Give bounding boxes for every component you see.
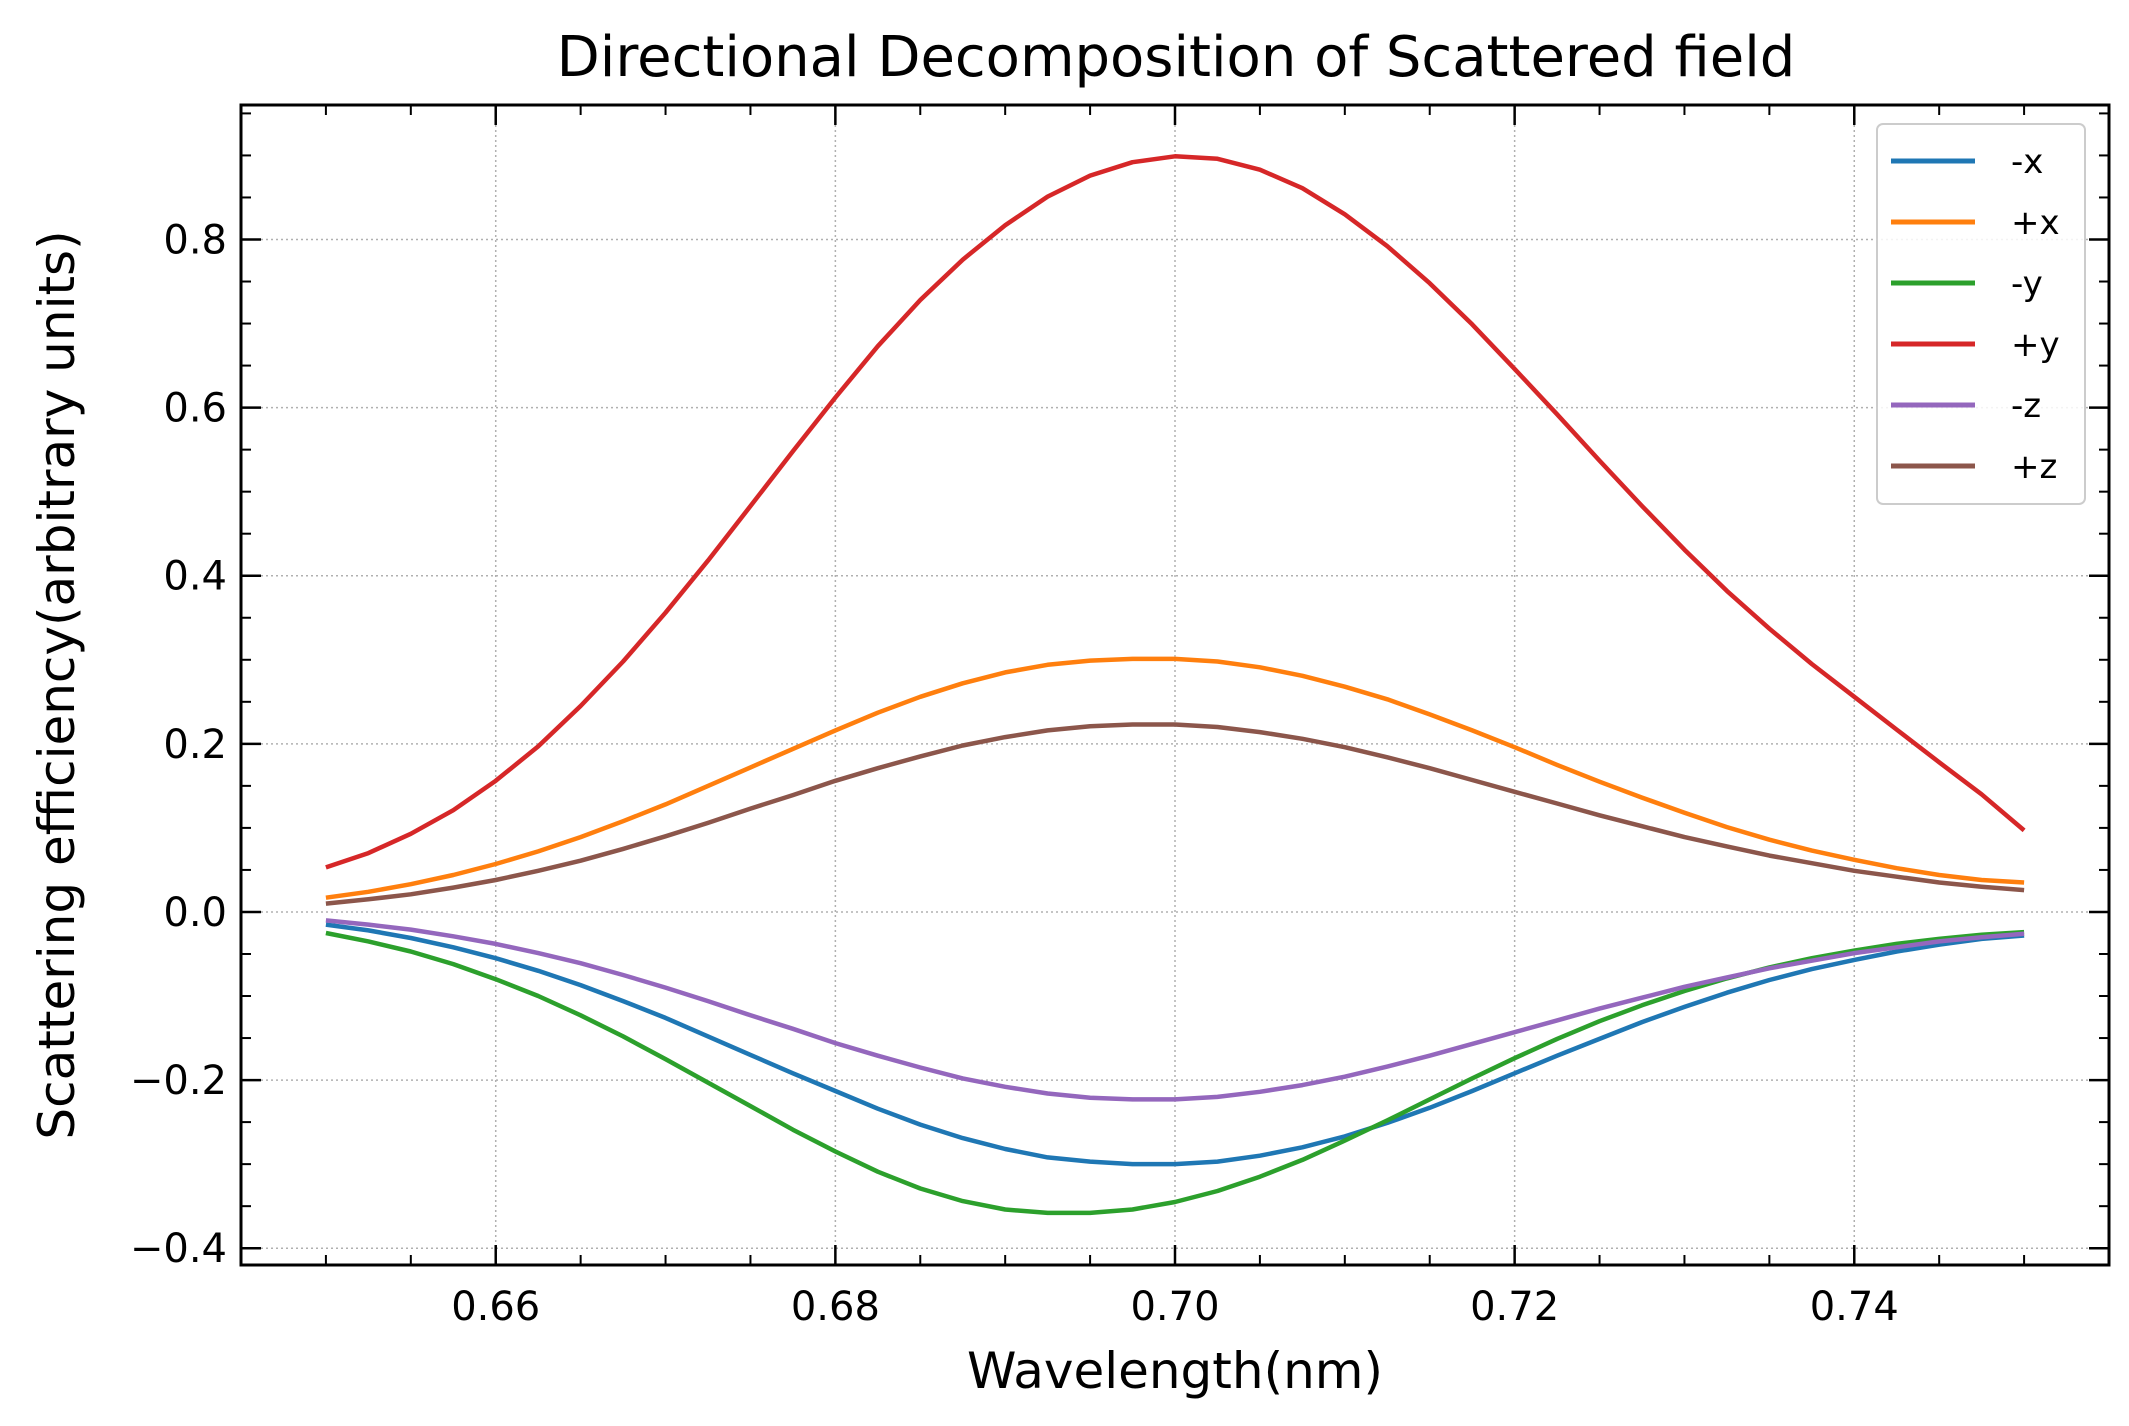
legend-label: +x xyxy=(2011,203,2060,243)
series-line-0 xyxy=(325,922,2025,1167)
y-tick-label: −0.4 xyxy=(130,1226,227,1272)
legend-label: +y xyxy=(2011,325,2060,365)
chart-title: Directional Decomposition of Scattered f… xyxy=(557,25,1796,90)
y-tick-label: 0.4 xyxy=(163,554,227,600)
axis-ticks xyxy=(241,105,2109,1265)
legend-label: +z xyxy=(2011,447,2057,487)
legend-label: -y xyxy=(2011,264,2043,304)
x-tick-label: 0.68 xyxy=(791,1284,880,1330)
x-tick-label: 0.66 xyxy=(451,1284,540,1330)
legend: -x +x -y +y -z +z xyxy=(1876,123,2086,505)
x-axis-label: Wavelength(nm) xyxy=(967,1342,1383,1400)
legend-label: -z xyxy=(2011,386,2041,426)
x-tick-label: 0.70 xyxy=(1130,1284,1219,1330)
tick-labels: 0.66 0.68 0.70 0.72 0.74 −0.4 −0.2 0.0 0.2 0.4 0.6… xyxy=(130,217,1899,1330)
series-line-4 xyxy=(325,918,2025,1102)
y-tick-label: 0.6 xyxy=(163,386,227,432)
y-tick-label: 0.8 xyxy=(163,217,227,263)
series-line-1 xyxy=(325,656,2025,900)
y-axis-label: Scattering efficiency(arbitrary units) xyxy=(28,230,86,1139)
grid xyxy=(241,105,2109,1265)
y-tick-label: −0.2 xyxy=(130,1058,227,1104)
legend-label: -x xyxy=(2011,142,2043,182)
x-tick-label: 0.72 xyxy=(1470,1284,1559,1330)
y-tick-label: 0.2 xyxy=(163,722,227,768)
series-lines xyxy=(325,154,2026,1216)
series-line-5 xyxy=(325,722,2025,906)
x-tick-label: 0.74 xyxy=(1810,1284,1899,1330)
series-line-3 xyxy=(325,154,2026,870)
legend-box xyxy=(1876,123,2086,505)
y-tick-label: 0.0 xyxy=(163,890,227,936)
